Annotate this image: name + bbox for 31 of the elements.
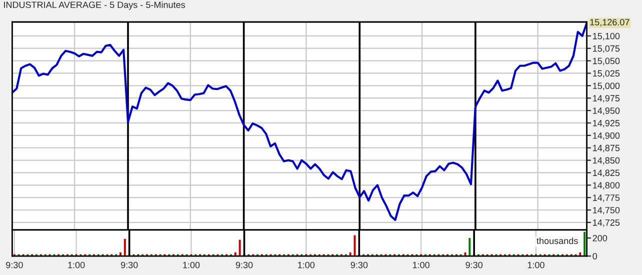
- y-tick-label: 15,075: [593, 45, 620, 53]
- y-tick-label: 14,875: [593, 144, 620, 152]
- x-tick-label: 9:30: [6, 262, 23, 268]
- y-tick-label: 14,925: [593, 120, 620, 128]
- y-tick-label: 14,975: [593, 95, 620, 103]
- x-tick-label: 1:00: [528, 262, 544, 268]
- annotation: thousands: [536, 237, 578, 244]
- y-tick-label: 14,825: [593, 170, 620, 178]
- x-tick-label: 9:30: [466, 262, 483, 268]
- y-tick-label: 15,000: [593, 82, 620, 90]
- y-tick-label: 14,850: [593, 157, 620, 165]
- x-tick-label: 1:00: [183, 262, 200, 268]
- y-tick-label: 14,725: [593, 219, 620, 227]
- chart-title: INDUSTRIAL AVERAGE - 5 Days - 5-Minutes: [4, 1, 185, 10]
- x-tick-label: 9:30: [350, 262, 368, 268]
- y-tick-label: 15,025: [593, 70, 620, 78]
- x-tick-label: 9:30: [236, 262, 253, 268]
- y-tick-label: 14,950: [593, 108, 620, 115]
- y-tick-label: 14,800: [593, 182, 620, 190]
- x-tick-label: 9:30: [120, 262, 138, 268]
- x-tick-label: 1:00: [412, 262, 430, 268]
- y-tick-label: 14,775: [593, 194, 620, 202]
- y-tick-label: 14,900: [593, 132, 620, 140]
- y-tick-label: 15,100: [593, 32, 620, 40]
- x-tick-label: 1:00: [68, 262, 85, 268]
- y-tick-label: 14,750: [593, 206, 620, 214]
- text: 15,126.07: [590, 18, 630, 26]
- y-tick-label: 200: [592, 234, 608, 242]
- x-tick-label: 1:00: [298, 262, 315, 268]
- y-tick-label: 15,050: [593, 58, 620, 66]
- y-tick-label: 0: [592, 252, 598, 260]
